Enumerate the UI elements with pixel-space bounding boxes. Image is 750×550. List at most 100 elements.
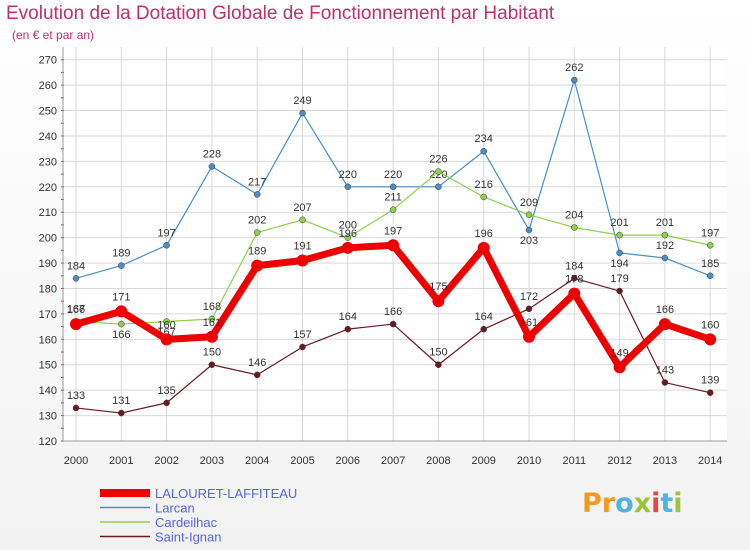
data-point-saint-ignan [480,325,487,333]
data-label-saint-ignan: 157 [293,329,311,341]
data-point-lalouret-laffiteau [205,330,218,343]
data-point-saint-ignan [571,275,578,282]
data-label-saint-ignan: 143 [656,365,674,377]
data-label-larcan: 220 [429,169,447,181]
data-label-lalouret-laffiteau: 160 [701,319,719,331]
data-point-saint-ignan [661,379,669,386]
x-tick-label: 2010 [517,455,541,467]
data-label-saint-ignan: 150 [203,347,221,359]
data-point-larcan [118,262,125,269]
legend-label-saint-ignan: Saint-Ignan [155,530,222,545]
x-tick-label: 2005 [290,455,314,467]
data-label-larcan: 194 [610,258,628,270]
data-label-larcan: 217 [248,176,266,188]
data-label-lalouret-laffiteau: 166 [67,304,85,316]
data-label-cardeilhac: 207 [293,202,311,214]
y-tick-label: 130 [39,411,57,423]
data-point-saint-ignan [299,343,306,351]
x-tick-label: 2002 [154,455,178,467]
data-point-saint-ignan [344,325,352,333]
x-tick-label: 2003 [200,455,224,467]
data-label-larcan: 197 [157,227,175,239]
x-tick-label: 2008 [426,455,450,467]
data-label-larcan: 234 [475,133,493,145]
data-point-lalouret-laffiteau [296,254,309,267]
data-point-larcan [344,183,352,191]
data-point-lalouret-laffiteau [70,318,82,331]
y-tick-label: 270 [39,55,57,67]
data-point-larcan [525,226,533,234]
data-point-saint-ignan [72,404,80,412]
x-tick-label: 2004 [245,455,269,467]
x-tick-label: 2013 [653,455,677,467]
y-tick-label: 180 [39,283,57,295]
logo-letter: i [673,488,683,519]
data-point-saint-ignan [525,305,533,313]
data-label-lalouret-laffiteau: 189 [248,246,266,258]
y-tick-label: 160 [39,334,57,346]
y-tick-label: 140 [39,385,57,397]
data-label-saint-ignan: 146 [248,357,266,369]
data-label-saint-ignan: 184 [565,260,583,272]
data-label-larcan: 203 [520,235,538,247]
y-tick-label: 220 [39,182,57,194]
data-label-saint-ignan: 172 [520,291,538,303]
data-label-cardeilhac: 166 [112,329,130,341]
data-label-lalouret-laffiteau: 166 [656,304,674,316]
data-label-larcan: 262 [565,62,583,74]
data-label-cardeilhac: 226 [429,154,447,166]
data-label-saint-ignan: 139 [701,375,719,387]
data-point-lalouret-laffiteau [704,333,717,346]
data-label-cardeilhac: 209 [520,197,538,209]
data-label-larcan: 249 [293,95,311,107]
x-tick-label: 2011 [562,455,586,467]
y-tick-label: 190 [39,258,57,270]
y-tick-label: 240 [39,131,57,143]
data-point-saint-ignan [389,320,397,328]
data-label-lalouret-laffiteau: 196 [475,228,493,240]
logo-letter: x [633,488,652,519]
data-label-lalouret-laffiteau: 161 [203,317,221,329]
data-point-larcan [706,272,714,280]
data-point-saint-ignan [208,361,216,368]
y-tick-label: 230 [39,156,57,168]
data-label-larcan: 189 [112,248,130,260]
data-point-cardeilhac [389,206,397,213]
data-label-cardeilhac: 211 [384,192,402,204]
chart-title: Evolution de la Dotation Globale de Fonc… [6,3,555,24]
x-tick-label: 2007 [381,455,405,467]
legend-label-lalouret-laffiteau: LALOURET-LAFFITEAU [155,486,297,501]
data-label-lalouret-laffiteau: 178 [565,274,583,286]
data-label-lalouret-laffiteau: 171 [112,291,130,303]
x-tick-label: 2006 [336,455,360,467]
data-point-lalouret-laffiteau [387,239,400,252]
data-point-larcan [616,249,623,257]
y-tick-label: 170 [39,309,57,321]
data-point-saint-ignan [435,361,442,368]
data-point-lalouret-laffiteau [613,361,626,374]
data-point-larcan [253,191,261,198]
data-label-saint-ignan: 164 [475,311,493,323]
data-point-saint-ignan [163,399,170,407]
data-point-cardeilhac [616,231,623,239]
data-label-saint-ignan: 135 [157,385,175,397]
data-point-lalouret-laffiteau [477,241,490,254]
x-tick-label: 2001 [109,455,133,467]
chart-subtitle: (en € et par an) [12,28,95,42]
data-label-cardeilhac: 200 [339,220,357,232]
data-point-larcan [299,109,306,117]
data-label-lalouret-laffiteau: 149 [610,347,628,359]
data-point-lalouret-laffiteau [115,305,128,318]
data-label-saint-ignan: 166 [384,306,402,318]
data-label-cardeilhac: 204 [565,209,583,221]
data-point-larcan [661,254,669,262]
y-tick-label: 120 [39,436,57,448]
data-point-saint-ignan [118,409,125,417]
x-tick-label: 2000 [64,455,88,467]
data-label-lalouret-laffiteau: 191 [293,241,311,253]
data-label-saint-ignan: 133 [67,390,85,402]
logo-letter: P [582,488,602,519]
data-label-cardeilhac: 216 [475,179,493,191]
data-point-larcan [389,183,397,191]
